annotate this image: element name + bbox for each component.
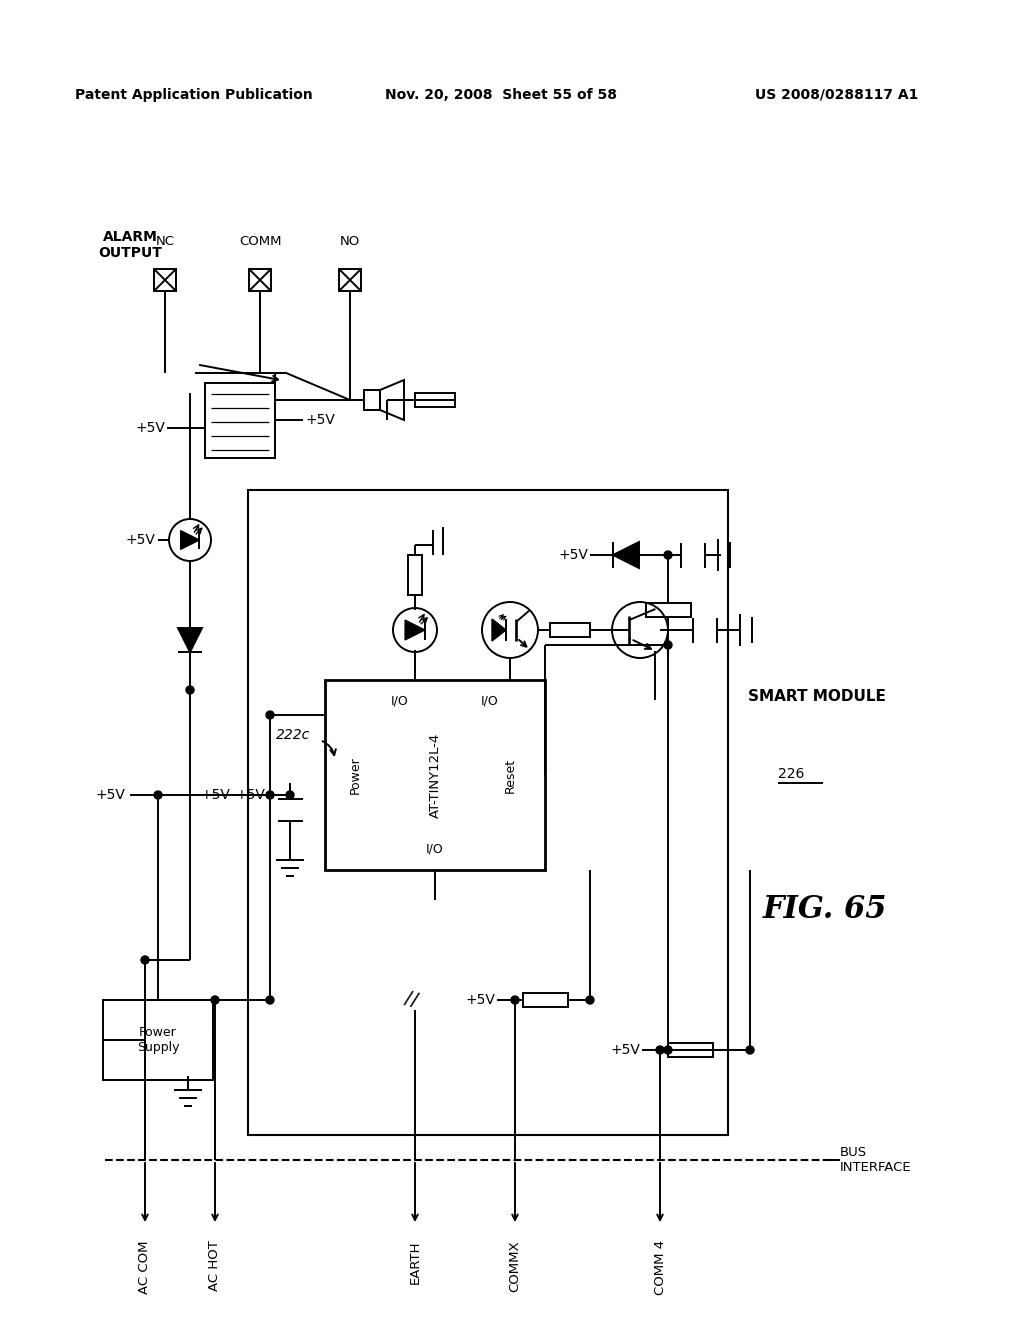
- Bar: [668, 1043, 713, 1057]
- Bar: [248, 490, 728, 1135]
- Bar: [415, 393, 455, 407]
- Bar: [325, 680, 545, 870]
- Text: NC: NC: [156, 235, 174, 248]
- Text: EARTH: EARTH: [409, 1239, 422, 1283]
- Text: Nov. 20, 2008  Sheet 55 of 58: Nov. 20, 2008 Sheet 55 of 58: [385, 88, 617, 102]
- Text: BUS
INTERFACE: BUS INTERFACE: [840, 1146, 911, 1173]
- Text: +5V: +5V: [465, 993, 495, 1007]
- Polygon shape: [178, 628, 202, 652]
- Text: AT-TINY12L-4: AT-TINY12L-4: [428, 733, 441, 817]
- Circle shape: [266, 711, 274, 719]
- Circle shape: [656, 1045, 664, 1053]
- Text: I/O: I/O: [391, 696, 409, 708]
- Text: +5V: +5V: [200, 788, 230, 803]
- Circle shape: [266, 997, 274, 1005]
- Circle shape: [266, 791, 274, 799]
- Bar: [364, 389, 380, 411]
- Text: +5V: +5V: [610, 1043, 640, 1057]
- Bar: [645, 603, 690, 616]
- Circle shape: [664, 550, 672, 558]
- Bar: [154, 269, 176, 290]
- Text: 226: 226: [778, 767, 805, 781]
- Bar: [408, 554, 422, 595]
- Polygon shape: [406, 620, 425, 640]
- Text: Reset: Reset: [504, 758, 516, 792]
- Text: AC COM: AC COM: [138, 1239, 152, 1294]
- Text: +5V: +5V: [135, 421, 165, 434]
- Circle shape: [586, 997, 594, 1005]
- Bar: [205, 383, 275, 458]
- Circle shape: [186, 686, 194, 694]
- Circle shape: [746, 1045, 754, 1053]
- Text: US 2008/0288117 A1: US 2008/0288117 A1: [755, 88, 919, 102]
- Circle shape: [664, 642, 672, 649]
- Text: COMMX: COMMX: [509, 1239, 521, 1292]
- Text: I/O: I/O: [426, 842, 443, 855]
- Text: +5V: +5V: [558, 548, 588, 562]
- Bar: [522, 993, 567, 1007]
- Bar: [103, 1001, 213, 1080]
- Polygon shape: [613, 543, 639, 568]
- Circle shape: [154, 791, 162, 799]
- Text: Power
Supply: Power Supply: [137, 1026, 179, 1053]
- Bar: [249, 269, 271, 290]
- Circle shape: [141, 956, 150, 964]
- Bar: [339, 269, 361, 290]
- Text: +5V: +5V: [236, 788, 265, 803]
- Text: 222c: 222c: [275, 729, 310, 742]
- Circle shape: [511, 997, 519, 1005]
- Text: I/O: I/O: [481, 696, 499, 708]
- Text: COMM 4: COMM 4: [653, 1239, 667, 1295]
- Text: FIG. 65: FIG. 65: [763, 894, 888, 925]
- Polygon shape: [180, 531, 200, 549]
- Bar: [550, 623, 590, 638]
- Text: ALARM
OUTPUT: ALARM OUTPUT: [98, 230, 162, 260]
- Text: +5V: +5V: [125, 533, 155, 546]
- Polygon shape: [492, 619, 506, 642]
- Text: COMM: COMM: [239, 235, 282, 248]
- Text: Patent Application Publication: Patent Application Publication: [75, 88, 312, 102]
- Text: NO: NO: [340, 235, 360, 248]
- Text: Power: Power: [348, 756, 361, 793]
- Text: AC HOT: AC HOT: [209, 1239, 221, 1291]
- Text: SMART MODULE: SMART MODULE: [748, 689, 886, 704]
- Text: +5V: +5V: [305, 413, 335, 426]
- Circle shape: [664, 1045, 672, 1053]
- Circle shape: [286, 791, 294, 799]
- Text: +5V: +5V: [95, 788, 125, 803]
- Text: //: //: [402, 989, 420, 1010]
- Circle shape: [211, 997, 219, 1005]
